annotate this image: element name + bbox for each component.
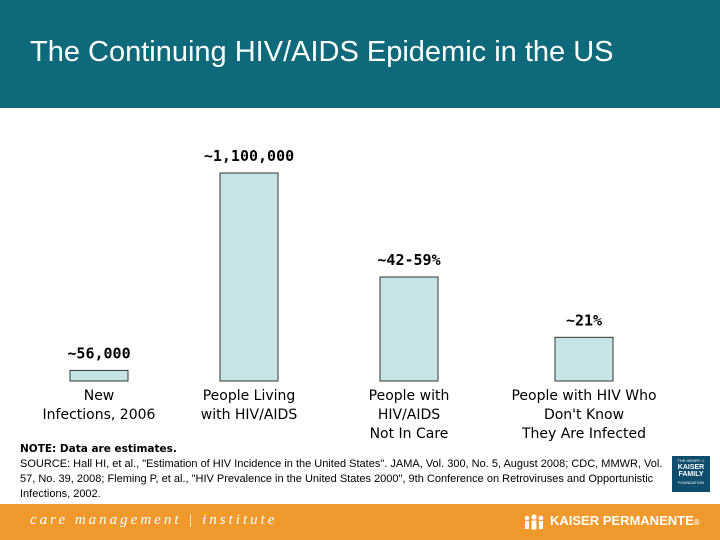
kff-logo-line2: KAISER bbox=[677, 464, 705, 471]
note-heading: NOTE: Data are estimates. bbox=[20, 443, 177, 455]
category-label-line: New bbox=[83, 388, 115, 404]
kff-logo: THE HENRY J. KAISER FAMILY FOUNDATION bbox=[672, 456, 710, 492]
bar-3 bbox=[379, 276, 439, 382]
bar-2 bbox=[219, 172, 279, 382]
slide-title: The Continuing HIV/AIDS Epidemic in the … bbox=[30, 36, 614, 68]
category-label-line: Don't Know bbox=[543, 407, 625, 423]
kff-logo-line3: FAMILY bbox=[678, 471, 704, 478]
category-label-line: HIV/AIDS bbox=[377, 407, 441, 423]
footer-bar: care management | institute KAISER PERMA… bbox=[0, 504, 720, 540]
care-management-institute-logo: care management | institute bbox=[30, 512, 278, 528]
notes: NOTE: Data are estimates. SOURCE: Hall H… bbox=[20, 442, 670, 502]
data-label-2: ~1,100,000 bbox=[204, 147, 294, 165]
kp-brand-text: KAISER PERMANENTE bbox=[550, 513, 694, 528]
category-label-line: People Living bbox=[202, 388, 296, 404]
category-label-line: People with HIV Who bbox=[511, 388, 657, 404]
category-label-line: People with bbox=[368, 388, 450, 404]
category-label-1: New Infections, 2006 bbox=[4, 387, 194, 425]
kaiser-permanente-logo: KAISER PERMANENTE® bbox=[522, 513, 700, 530]
category-label-line: with HIV/AIDS bbox=[200, 407, 298, 423]
category-label-4: People with HIV Who Don't Know They Are In… bbox=[489, 387, 679, 444]
source-text: SOURCE: Hall HI, et al., "Estimation of … bbox=[20, 458, 663, 500]
kp-brand-mark: ® bbox=[693, 518, 700, 527]
kff-logo-line4: FOUNDATION bbox=[677, 480, 705, 485]
chart-area: ~56,000 ~1,100,000 ~42-59% ~21% New Infectio… bbox=[0, 108, 720, 442]
data-label-4: ~21% bbox=[566, 311, 602, 329]
bar-1 bbox=[69, 369, 129, 382]
bar-chart: ~56,000 ~1,100,000 ~42-59% ~21% bbox=[67, 147, 614, 382]
category-label-line: They Are Infected bbox=[521, 426, 647, 442]
category-label-2: People Living with HIV/AIDS bbox=[154, 387, 344, 425]
kff-logo-line1: THE HENRY J. bbox=[677, 458, 705, 463]
data-label-3: ~42-59% bbox=[377, 251, 440, 269]
category-label-line: Not In Care bbox=[369, 426, 449, 442]
category-label-3: People with HIV/AIDS Not In Care bbox=[314, 387, 504, 444]
kp-people-icon bbox=[524, 513, 544, 530]
title-bar: The Continuing HIV/AIDS Epidemic in the … bbox=[0, 0, 720, 108]
category-label-line: Infections, 2006 bbox=[42, 407, 156, 423]
data-label-1: ~56,000 bbox=[67, 344, 130, 362]
bar-4 bbox=[554, 336, 614, 382]
